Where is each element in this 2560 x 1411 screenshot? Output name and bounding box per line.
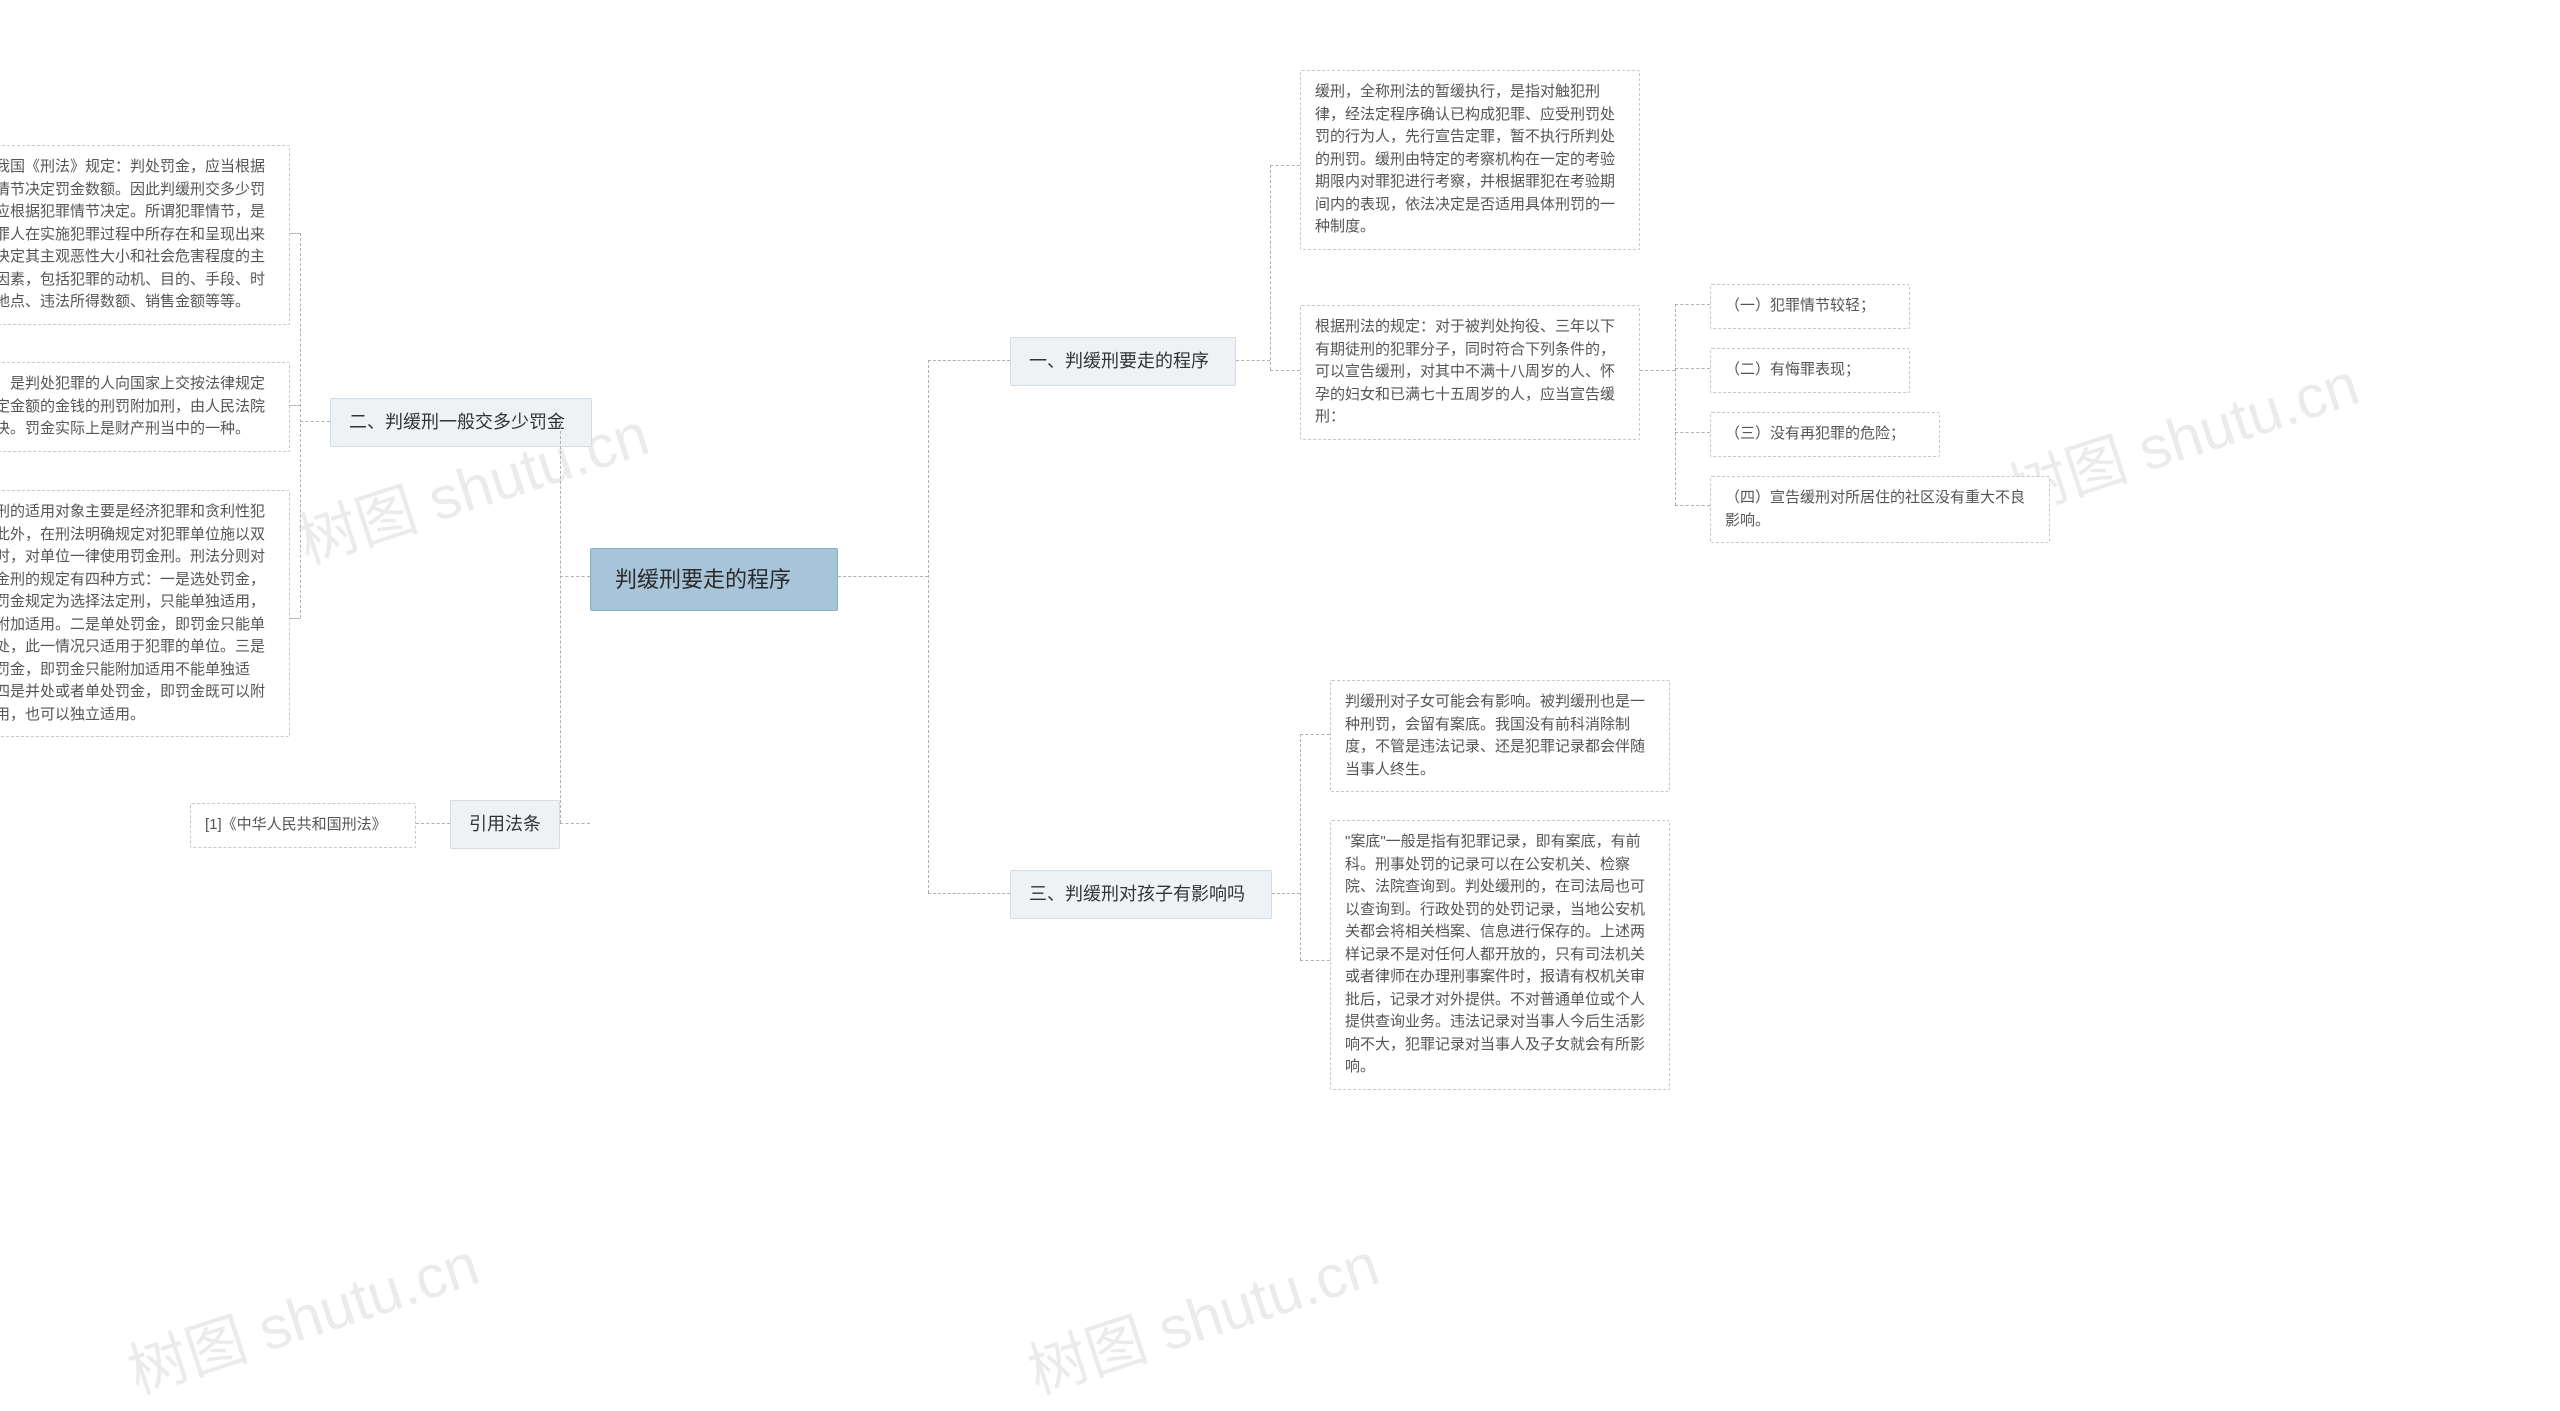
leaf-condition-2: （二）有悔罪表现； <box>1710 348 1910 393</box>
connector <box>416 823 450 824</box>
mindmap-root[interactable]: 判缓刑要走的程序 <box>590 548 838 611</box>
connector <box>928 360 1010 361</box>
connector <box>1270 370 1300 371</box>
watermark: 树图 shutu.cn <box>1995 336 2368 531</box>
connector <box>1675 304 1710 305</box>
connector <box>838 576 928 577</box>
connector <box>560 421 561 823</box>
leaf-probation-definition: 缓刑，全称刑法的暂缓执行，是指对触犯刑律，经法定程序确认已构成犯罪、应受刑罚处罚… <box>1300 70 1640 250</box>
connector <box>300 233 301 618</box>
connector <box>1270 165 1271 370</box>
connector <box>1300 734 1301 960</box>
branch-section-3[interactable]: 三、判缓刑对孩子有影响吗 <box>1010 870 1272 919</box>
leaf-condition-4: （四）宣告缓刑对所居住的社区没有重大不良影响。 <box>1710 476 2050 543</box>
leaf-law-reference: [1]《中华人民共和国刑法》 <box>190 803 416 848</box>
connector <box>1236 360 1270 361</box>
connector <box>560 576 590 577</box>
connector <box>300 421 330 422</box>
leaf-fine-definition: 罚金，是判处犯罪的人向国家上交按法律规定的一定金额的金钱的刑罚附加刑，由人民法院… <box>0 362 290 452</box>
leaf-fine-basis: 根据我国《刑法》规定：判处罚金，应当根据犯罪情节决定罚金数额。因此判缓刑交多少罚… <box>0 145 290 325</box>
connector <box>1675 432 1710 433</box>
branch-references[interactable]: 引用法条 <box>450 800 560 849</box>
connector <box>1640 370 1675 371</box>
connector <box>290 618 300 619</box>
branch-section-1[interactable]: 一、判缓刑要走的程序 <box>1010 337 1236 386</box>
branch-section-2[interactable]: 二、判缓刑一般交多少罚金 <box>330 398 592 447</box>
leaf-child-impact-1: 判缓刑对子女可能会有影响。被判缓刑也是一种刑罚，会留有案底。我国没有前科消除制度… <box>1330 680 1670 792</box>
connector <box>1270 165 1300 166</box>
leaf-condition-3: （三）没有再犯罪的危险； <box>1710 412 1940 457</box>
watermark: 树图 shutu.cn <box>115 1216 488 1411</box>
leaf-fine-application: 罚金刑的适用对象主要是经济犯罪和贪利性犯罪。此外，在刑法明确规定对犯罪单位施以双… <box>0 490 290 737</box>
connector <box>1300 960 1330 961</box>
connector <box>290 233 300 234</box>
connector <box>1272 893 1300 894</box>
connector <box>560 823 590 824</box>
connector <box>1300 734 1330 735</box>
leaf-child-impact-2: "案底"一般是指有犯罪记录，即有案底，有前科。刑事处罚的记录可以在公安机关、检察… <box>1330 820 1670 1090</box>
leaf-probation-conditions: 根据刑法的规定：对于被判处拘役、三年以下有期徒刑的犯罪分子，同时符合下列条件的，… <box>1300 305 1640 440</box>
watermark: 树图 shutu.cn <box>1015 1216 1388 1411</box>
connector <box>928 893 1010 894</box>
connector <box>1675 368 1710 369</box>
connector <box>1675 304 1676 505</box>
leaf-condition-1: （一）犯罪情节较轻； <box>1710 284 1910 329</box>
connector <box>928 360 929 893</box>
connector <box>1675 505 1710 506</box>
connector <box>290 405 300 406</box>
